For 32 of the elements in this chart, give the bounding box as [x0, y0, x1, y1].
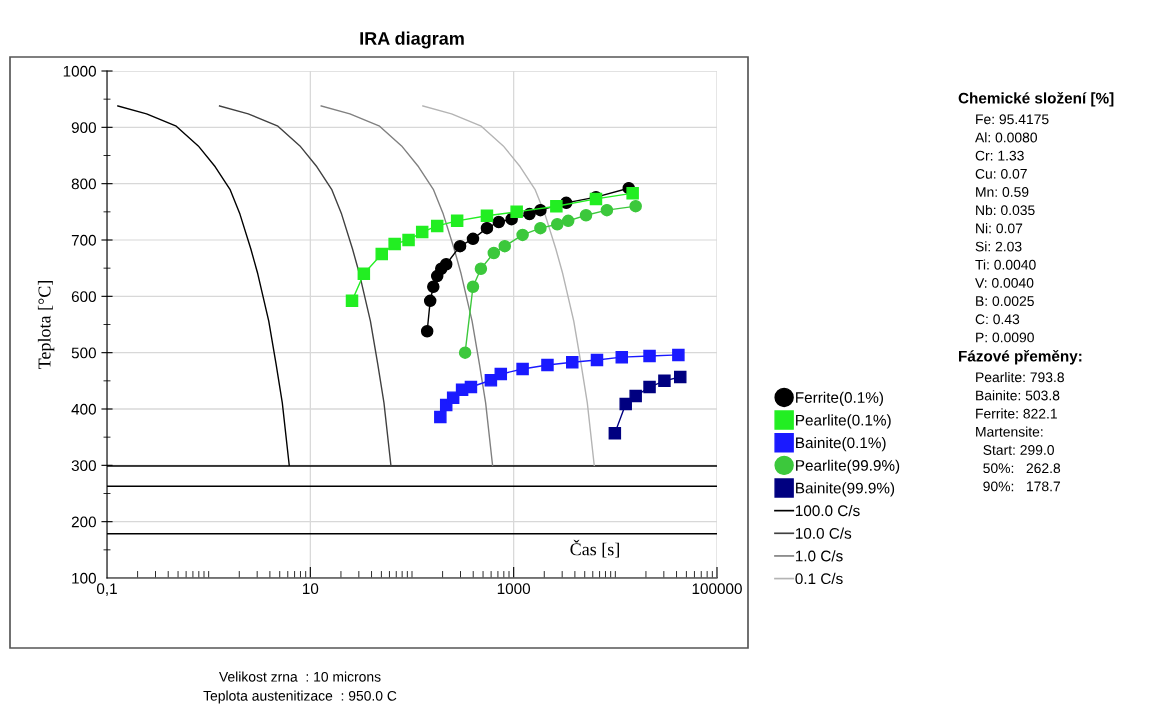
text: Velikost zrna : 10 microns [219, 671, 381, 682]
x-axis-title: Čas [s] [570, 539, 619, 558]
legend-label: Pearlite(0.1%) [796, 414, 891, 429]
legend-label: 0.1 C/s [795, 572, 843, 585]
legend-label: Bainite(0.1%) [796, 436, 886, 452]
y-tick-label: 300 [71, 460, 96, 472]
y-tick-label: 200 [71, 516, 96, 528]
text: Fe: 95.4175 Al: 0.0080 Cr: 1.33 Cu: 0.07 Mn: 0.59 Nb: 0.035 Ni: 0.07 Si: 2.03 Ti: 0.0040 V: 0.0040 B: 0.0025 C: 0.43 P: 0.0090 [975, 114, 1049, 343]
legend-label: Ferrite(0.1%) [796, 391, 884, 406]
legend-label: 10.0 C/s [795, 527, 852, 539]
x-tick-label: 1000 [497, 583, 531, 595]
chart-title: IRA diagram [360, 31, 464, 49]
text: Pearlite: 793.8 Bainite: 503.8 Ferrite: 822.1 Martensite: Start: 299.0 50%: 262.8 90%: 178.7 [976, 372, 1064, 492]
y-tick-label: 500 [71, 347, 96, 359]
y-tick-label: 700 [71, 234, 96, 246]
y-tick-label: 600 [71, 291, 96, 303]
legend-label: Bainite(99.9%) [796, 482, 895, 497]
y-axis-title: Teplota [°C] [37, 281, 55, 370]
y-tick-label: 900 [71, 122, 96, 134]
text: Teplota austenitizace : 950.0 C [203, 690, 397, 704]
x-tick-label: 100000 [692, 583, 742, 595]
x-tick-label: 10 [303, 583, 319, 595]
y-tick-label: 100 [72, 572, 96, 584]
x-tick-label: 0,1 [96, 583, 117, 596]
legend-label: 1.0 C/s [795, 550, 843, 562]
legend-label: 100.0 C/s [795, 504, 860, 517]
text: Chemické složení [%] [958, 92, 1114, 107]
legend-label: Pearlite(99.9%) [796, 459, 900, 474]
y-tick-label: 800 [71, 178, 96, 190]
y-tick-label: 400 [71, 403, 96, 415]
y-tick-label: 1000 [63, 65, 96, 77]
text: Fázové přeměny: [959, 350, 1082, 365]
